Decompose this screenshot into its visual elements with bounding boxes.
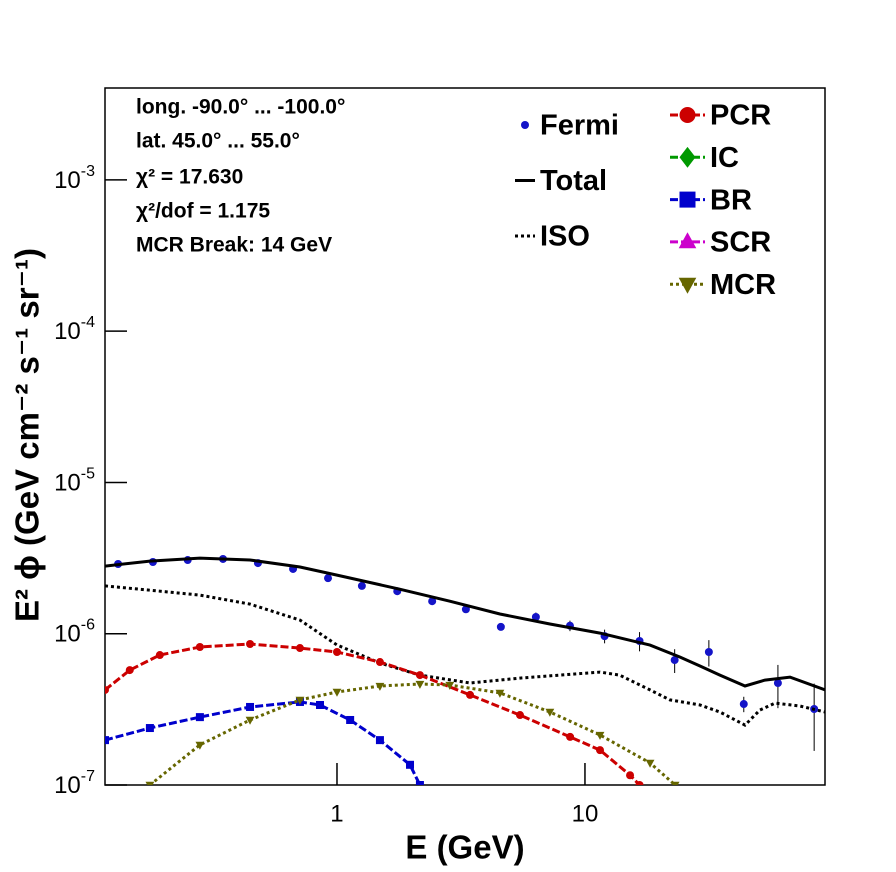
marker: [332, 688, 342, 697]
marker: [315, 700, 324, 709]
marker: [346, 715, 355, 724]
plot-frame: [104, 87, 826, 786]
marker: [445, 681, 455, 690]
marker: [246, 640, 255, 649]
data-point: [324, 574, 333, 583]
y-axis-title: E² ϕ (GeV cm⁻² s⁻¹ sr⁻¹): [9, 248, 46, 622]
marker: [375, 736, 384, 745]
legend-label: BR: [710, 184, 752, 216]
marker: [195, 643, 204, 652]
tick-exponent: -3: [81, 163, 95, 180]
legend-marker: [679, 191, 696, 208]
tick-exponent: -4: [81, 314, 95, 331]
marker: [295, 696, 305, 705]
annotation: χ²/dof = 1.175: [136, 200, 270, 223]
y-tick-label: 10-7: [54, 768, 95, 799]
tick-base: 10: [54, 621, 81, 648]
tick-base: 10: [54, 772, 81, 799]
annotation: lat. 45.0° ... 55.0°: [136, 130, 300, 153]
marker: [635, 781, 644, 785]
legend-marker: [521, 121, 529, 129]
y-tick-label: 10-6: [54, 617, 95, 648]
marker: [495, 689, 505, 698]
marker: [145, 724, 154, 733]
tick-base: 10: [54, 319, 81, 346]
legend-label: MCR: [710, 269, 776, 301]
legend-label: Fermi: [540, 110, 619, 142]
tick-base: 10: [54, 167, 81, 194]
data-point: [496, 622, 505, 631]
legend-label: SCR: [710, 227, 771, 259]
y-tick-label: 10-5: [54, 466, 95, 497]
marker: [155, 651, 164, 660]
marker: [596, 746, 605, 755]
legend-marker: [678, 232, 697, 249]
marker: [332, 648, 341, 657]
annotation: MCR Break: 14 GeV: [136, 234, 332, 257]
y-tick-label: 10-3: [54, 163, 95, 194]
data-point: [704, 648, 713, 657]
legend-label: ISO: [540, 221, 590, 253]
x-axis-title: E (GeV): [405, 829, 524, 866]
marker: [406, 760, 415, 769]
series-line: [105, 700, 422, 785]
data-point: [357, 581, 366, 590]
marker: [415, 680, 425, 689]
tick-exponent: -7: [81, 768, 95, 785]
marker: [415, 671, 424, 680]
series-line: [105, 642, 641, 785]
annotation: long. -90.0° ... -100.0°: [136, 96, 345, 119]
data-point: [428, 597, 437, 606]
tick-base: 10: [54, 470, 81, 497]
marker: [195, 713, 204, 722]
legend-marker: [679, 107, 696, 123]
marker: [595, 731, 605, 740]
marker: [626, 771, 635, 780]
plot-area: [105, 554, 825, 785]
marker: [566, 732, 575, 741]
marker: [545, 708, 555, 717]
data-point: [739, 700, 748, 709]
marker: [645, 759, 655, 768]
marker: [195, 741, 205, 750]
marker: [466, 690, 475, 699]
data-point: [531, 612, 540, 621]
annotation: χ² = 17.630: [136, 166, 243, 189]
marker: [246, 702, 255, 711]
data-point: [773, 679, 782, 688]
series-line: [105, 584, 825, 727]
x-tick-label: 10: [572, 800, 599, 827]
x-tick-label: 1: [330, 800, 343, 827]
series-line: [105, 556, 825, 692]
marker: [375, 682, 385, 691]
legend-label: PCR: [710, 100, 771, 132]
tick-exponent: -6: [81, 617, 95, 634]
legend-label: IC: [710, 142, 739, 174]
marker: [125, 666, 134, 675]
marker: [295, 644, 304, 653]
marker: [515, 711, 524, 720]
tick-exponent: -5: [81, 466, 95, 483]
legend-marker: [679, 146, 696, 168]
marker: [375, 658, 384, 667]
marker: [670, 781, 680, 785]
y-tick-label: 10-4: [54, 314, 95, 345]
marker: [145, 781, 155, 785]
marker: [415, 781, 424, 785]
marker: [105, 685, 109, 694]
legend-label: Total: [540, 165, 607, 197]
legend-marker: [678, 277, 697, 294]
marker: [105, 736, 109, 745]
data-point: [670, 656, 679, 665]
marker: [245, 716, 255, 725]
